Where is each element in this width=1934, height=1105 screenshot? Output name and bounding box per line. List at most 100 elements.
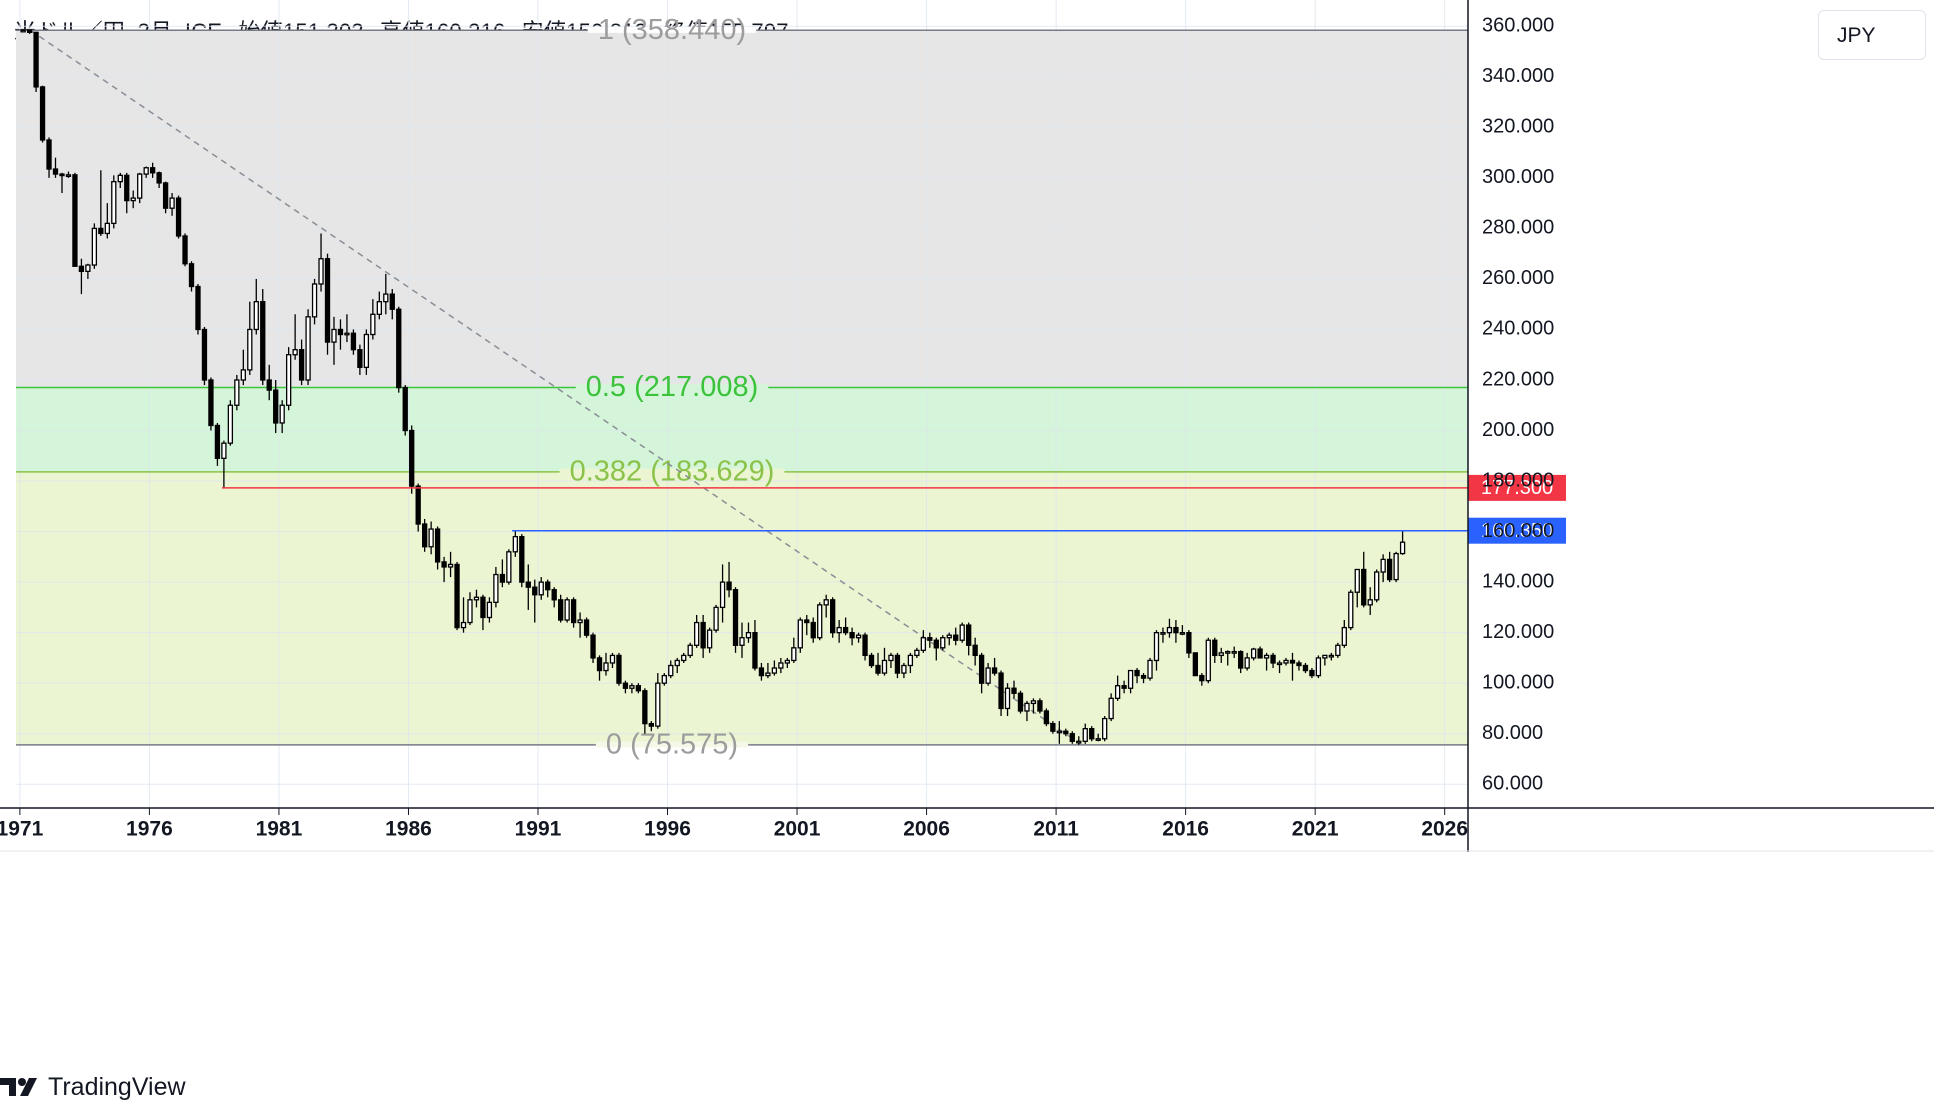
candle-body-down	[124, 174, 130, 202]
tradingview-logo[interactable]: TradingView	[0, 1072, 186, 1102]
candle-body-down	[570, 599, 577, 624]
candle-body-down	[700, 621, 706, 649]
candle-body-up	[130, 197, 136, 202]
candle	[1315, 655, 1322, 679]
candle	[59, 172, 65, 194]
fib-label-1: 0.5 (217.008)	[586, 371, 759, 403]
candle	[991, 657, 998, 676]
candle-body-down	[52, 168, 59, 175]
x-tick-2001: 2001	[774, 818, 821, 841]
fib-levels[interactable]: 1 (358.440) 0.5 (217.008) 0.382 (183.629) 0…	[16, 14, 1468, 761]
candle-body-down	[1011, 687, 1017, 694]
candle	[1283, 657, 1289, 666]
price-lines[interactable]: 177.300 160.350	[221, 474, 1566, 544]
candle	[1309, 668, 1315, 679]
candle-body-up	[745, 632, 752, 639]
candle-body-up	[1225, 650, 1231, 654]
candle	[506, 549, 512, 585]
candle	[1218, 647, 1224, 663]
candle	[1328, 652, 1335, 661]
y-tick-340.000: 340.000	[1482, 65, 1554, 87]
candle	[791, 637, 797, 663]
candle-body-down	[350, 332, 357, 351]
candle-body-up	[609, 654, 616, 664]
candle-body-down	[480, 596, 486, 619]
candle	[98, 170, 104, 236]
candle-body-up	[577, 619, 583, 624]
candle	[966, 622, 972, 656]
candle-body-up	[1082, 728, 1088, 742]
price-tag-label-0: 177.300	[1481, 477, 1553, 499]
candle	[324, 253, 331, 355]
candle-body-down	[894, 654, 901, 674]
candle-body-up	[247, 328, 253, 371]
candle-body-down	[998, 672, 1004, 710]
candle	[162, 181, 169, 214]
candle-body-up	[784, 659, 790, 664]
candle	[635, 683, 642, 694]
candle	[279, 400, 285, 434]
candle	[415, 483, 421, 532]
candle	[648, 721, 654, 732]
candle	[1289, 652, 1296, 681]
candle	[39, 85, 46, 143]
candle	[318, 233, 324, 292]
candle	[344, 314, 350, 343]
candle	[1179, 625, 1186, 636]
candle-body-down	[810, 621, 816, 639]
candle-body-up	[1147, 659, 1153, 679]
candle-body-down	[402, 386, 408, 432]
candle-body-up	[111, 181, 117, 224]
candle	[583, 617, 590, 638]
trend-line[interactable]	[29, 29, 1083, 746]
candle-body-down	[298, 349, 305, 381]
candle-body-down	[1289, 659, 1296, 664]
candle	[221, 440, 227, 488]
candle	[143, 166, 149, 178]
candle-body-down	[1063, 730, 1069, 735]
candle-body-down	[266, 379, 272, 391]
candle	[1024, 700, 1030, 722]
time-axis[interactable]: 1971 1976 1981 1986 1991 1996 2001 2006 2011 2016…	[0, 807, 1934, 852]
candle-body-down	[642, 690, 648, 725]
candle	[810, 617, 816, 643]
candle	[240, 349, 246, 386]
candle-body-up	[1341, 626, 1347, 646]
fib-zones	[16, 30, 1468, 745]
candle-body-down	[422, 523, 428, 548]
candle	[1050, 721, 1056, 734]
candle	[1102, 716, 1108, 742]
candle	[1030, 698, 1037, 714]
candle	[1004, 683, 1011, 717]
candle	[512, 530, 518, 557]
candle-body-down	[1134, 669, 1140, 677]
candle	[1166, 618, 1173, 638]
y-tick-80.000: 80.000	[1482, 722, 1543, 744]
candle	[376, 291, 382, 320]
y-tick-200.000: 200.000	[1482, 419, 1554, 441]
candle	[247, 301, 253, 375]
price-axis[interactable]: 60.000 80.000 100.000 120.000 140.000 160.000…	[1467, 0, 1554, 852]
currency-button[interactable]: JPY	[1818, 10, 1926, 60]
candle	[823, 594, 829, 618]
candle-body-down	[1212, 639, 1218, 657]
candle-body-down	[26, 29, 33, 33]
candle-body-up	[311, 283, 318, 318]
candle-body-up	[1114, 685, 1121, 699]
candle-body-up	[1205, 639, 1211, 682]
candle	[253, 278, 259, 335]
candle	[933, 637, 939, 661]
candle-body-up	[221, 442, 227, 459]
candle	[907, 652, 914, 674]
candle-body-up	[694, 621, 700, 646]
candle-body-up	[888, 654, 894, 662]
candle	[1121, 680, 1127, 694]
candle	[830, 597, 836, 638]
candle-body-up	[1399, 541, 1406, 555]
candle-body-up	[1250, 648, 1257, 659]
candle	[590, 632, 596, 663]
candle-body-up	[1108, 697, 1114, 720]
candle	[1199, 673, 1205, 686]
candle	[1043, 708, 1050, 727]
